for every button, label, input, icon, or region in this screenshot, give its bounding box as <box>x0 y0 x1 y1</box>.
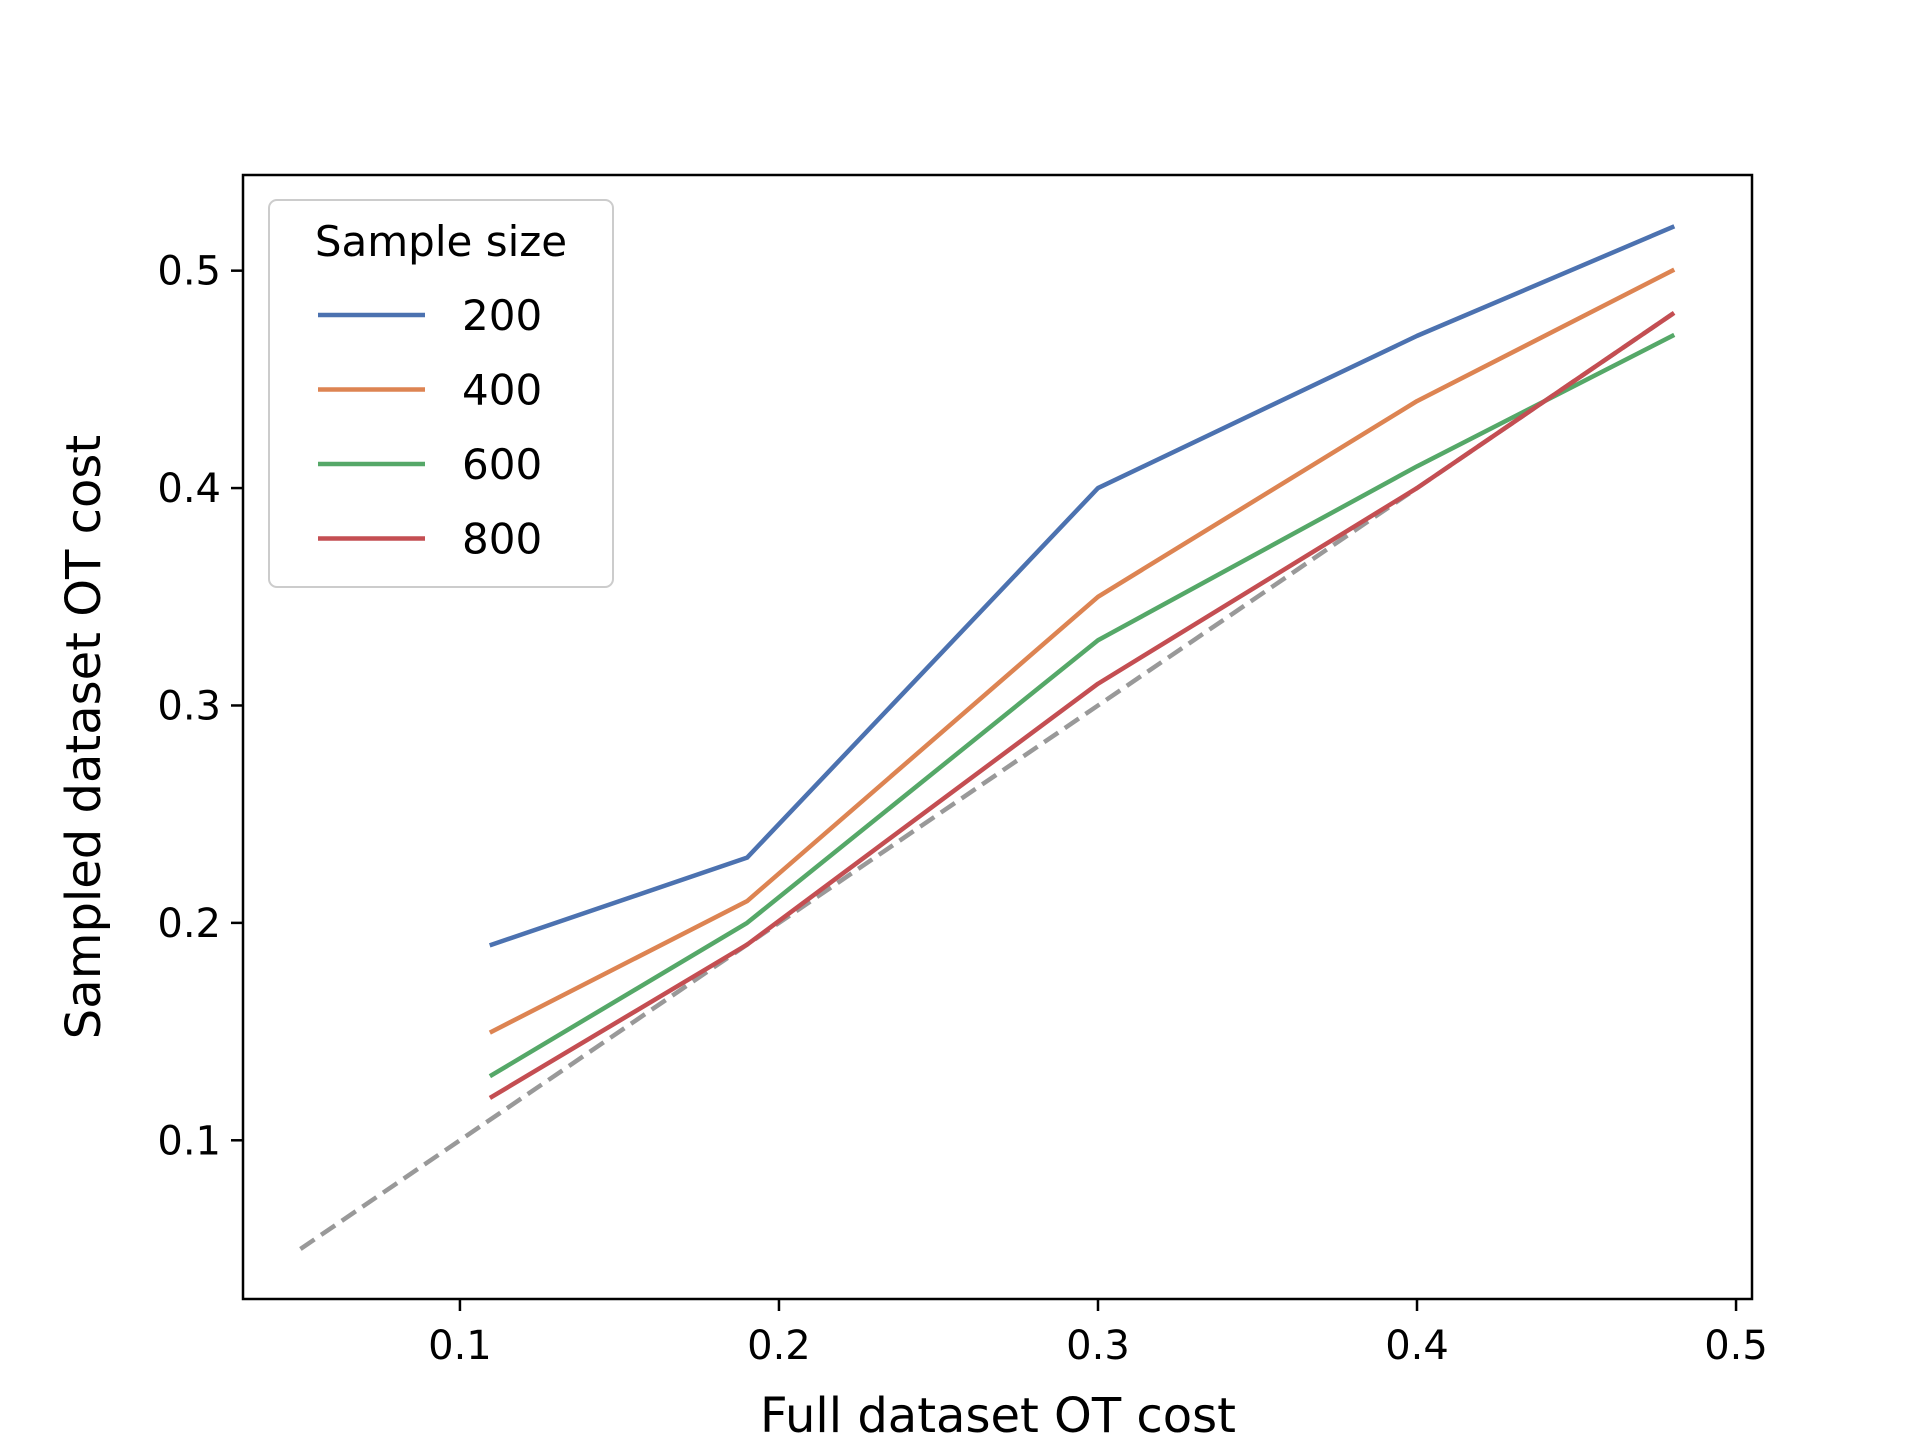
x-tick-label: 0.5 <box>1704 1323 1768 1369</box>
series-layer <box>488 224 1676 1100</box>
legend-box <box>268 199 614 588</box>
legend-label-600: 600 <box>462 440 542 489</box>
series-line-400 <box>488 267 1676 1035</box>
series-line-200 <box>488 224 1676 948</box>
y-tick-label: 0.2 <box>157 901 221 947</box>
x-axis-title: Full dataset OT cost <box>760 1388 1236 1441</box>
legend-label-800: 800 <box>462 515 542 564</box>
y-tick-label: 0.3 <box>157 683 221 729</box>
legend-label-200: 200 <box>462 291 542 340</box>
legend-entries: 200 400 600 800 <box>318 291 542 564</box>
legend-title: Sample size <box>315 217 567 266</box>
legend-label-400: 400 <box>462 366 542 415</box>
legend: Sample size 200 400 600 800 <box>268 199 614 588</box>
y-axis: 0.1 0.2 0.3 0.4 0.5 <box>157 249 243 1164</box>
series-line-800 <box>488 311 1676 1100</box>
x-tick-label: 0.4 <box>1385 1323 1449 1369</box>
x-tick-label: 0.3 <box>1066 1323 1130 1369</box>
y-axis-title: Sampled dataset OT cost <box>56 435 112 1039</box>
series-line-600 <box>488 332 1676 1079</box>
plot-area <box>241 173 1754 1301</box>
x-tick-label: 0.2 <box>747 1323 811 1369</box>
y-tick-label: 0.4 <box>157 466 221 512</box>
y-tick-label: 0.1 <box>157 1118 221 1164</box>
plot-frame <box>241 173 1754 1301</box>
x-tick-label: 0.1 <box>428 1323 492 1369</box>
y-tick-label: 0.5 <box>157 249 221 295</box>
x-axis: 0.1 0.2 0.3 0.4 0.5 <box>428 1299 1768 1369</box>
